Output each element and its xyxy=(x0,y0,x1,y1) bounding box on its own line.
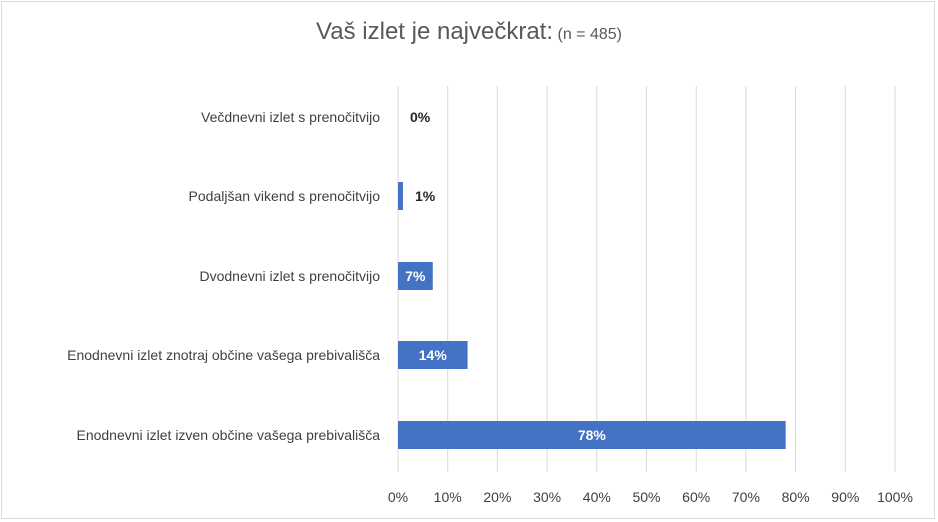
chart-title-main: Vaš izlet je največkrat: xyxy=(316,18,554,45)
chart-subtitle: (n = 485) xyxy=(557,26,622,43)
x-tick-label: 90% xyxy=(831,489,859,505)
data-label: 0% xyxy=(410,109,431,125)
data-label: 7% xyxy=(405,268,426,284)
bar xyxy=(398,421,786,449)
x-tick-label: 60% xyxy=(682,489,710,505)
chart-title: Vaš izlet je največkrat: (n = 485) xyxy=(0,18,938,46)
bar xyxy=(398,341,468,369)
category-label: Podaljšan vikend s prenočitvijo xyxy=(189,188,381,204)
bar xyxy=(398,262,433,290)
x-tick-label: 30% xyxy=(533,489,561,505)
data-labels: 0% 1% 7% 14% 78% xyxy=(405,109,606,443)
bars xyxy=(398,182,786,449)
x-tick-label: 80% xyxy=(782,489,810,505)
data-label: 78% xyxy=(578,427,607,443)
category-label: Enodnevni izlet izven občine vašega preb… xyxy=(76,427,380,443)
gridlines xyxy=(397,86,896,472)
data-label: 14% xyxy=(419,347,448,363)
bar xyxy=(398,182,403,210)
x-tick-label: 0% xyxy=(388,489,408,505)
x-tick-label: 100% xyxy=(877,489,913,505)
x-tick-label: 50% xyxy=(632,489,660,505)
category-label: Enodnevni izlet znotraj občine vašega pr… xyxy=(67,347,380,363)
x-tick-labels: 0% 10% 20% 30% 40% 50% 60% 70% 80% 90% 100% xyxy=(388,489,913,505)
x-tick-label: 10% xyxy=(434,489,462,505)
x-tick-label: 20% xyxy=(483,489,511,505)
x-tick-label: 40% xyxy=(583,489,611,505)
data-label: 1% xyxy=(415,188,436,204)
category-label: Večdnevni izlet s prenočitvijo xyxy=(201,109,380,125)
category-label: Dvodnevni izlet s prenočitvijo xyxy=(199,268,380,284)
category-labels: Večdnevni izlet s prenočitvijo Podaljšan … xyxy=(67,109,380,443)
x-tick-label: 70% xyxy=(732,489,760,505)
